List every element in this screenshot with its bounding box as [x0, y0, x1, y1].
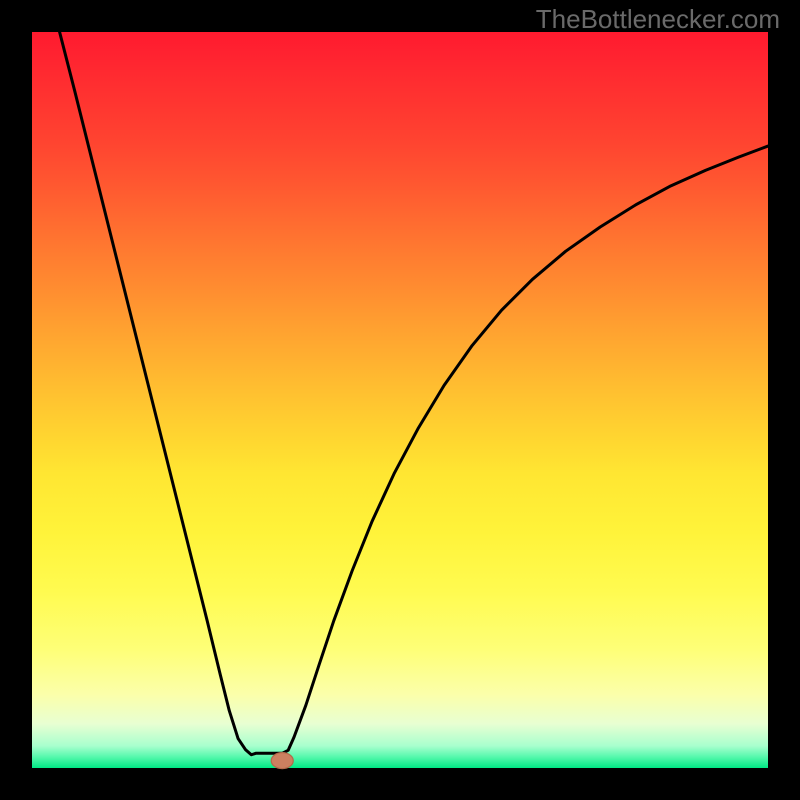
plot-background — [32, 32, 768, 768]
watermark-text: TheBottlenecker.com — [536, 4, 780, 35]
chart-stage: TheBottlenecker.com — [0, 0, 800, 800]
